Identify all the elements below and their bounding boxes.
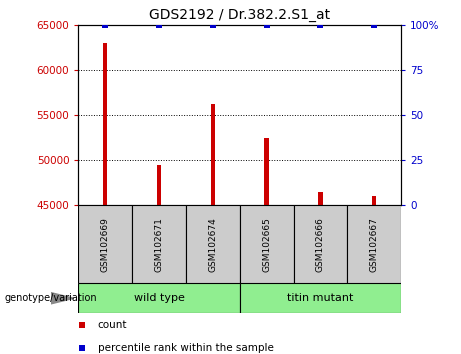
Bar: [211, 104, 215, 205]
Polygon shape: [51, 292, 74, 304]
Bar: [186, 205, 240, 283]
Text: wild type: wild type: [134, 293, 184, 303]
Bar: [78, 205, 132, 283]
Bar: [294, 205, 347, 283]
Text: GSM102669: GSM102669: [101, 217, 110, 272]
Bar: [347, 205, 401, 283]
Text: genotype/variation: genotype/variation: [5, 293, 97, 303]
Text: GSM102674: GSM102674: [208, 217, 217, 272]
Bar: [78, 283, 240, 313]
Bar: [103, 43, 107, 205]
Bar: [132, 205, 186, 283]
Bar: [240, 205, 294, 283]
Bar: [157, 165, 161, 205]
Text: GSM102666: GSM102666: [316, 217, 325, 272]
Text: count: count: [98, 320, 127, 330]
Text: titin mutant: titin mutant: [287, 293, 354, 303]
Title: GDS2192 / Dr.382.2.S1_at: GDS2192 / Dr.382.2.S1_at: [149, 8, 330, 22]
Bar: [318, 192, 323, 205]
Bar: [372, 196, 376, 205]
Text: GSM102665: GSM102665: [262, 217, 271, 272]
Text: percentile rank within the sample: percentile rank within the sample: [98, 343, 274, 353]
Bar: [240, 283, 401, 313]
Text: GSM102671: GSM102671: [154, 217, 164, 272]
Text: GSM102667: GSM102667: [370, 217, 378, 272]
Bar: [265, 138, 269, 205]
